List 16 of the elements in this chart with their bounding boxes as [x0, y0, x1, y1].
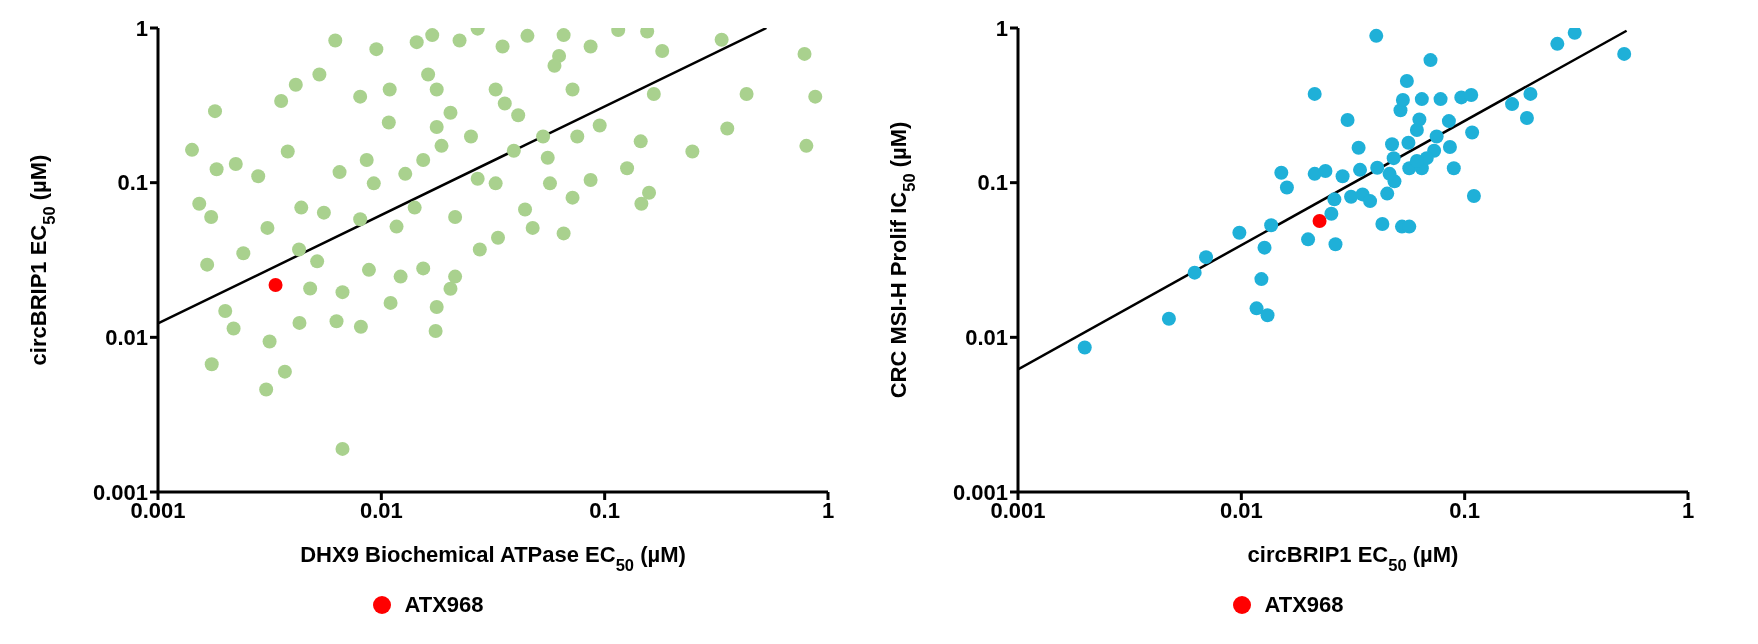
- x-tick-label: 1: [1681, 497, 1695, 523]
- x-axis-title: circBRIP1 EC$_{50}$ (µM): [1247, 542, 1459, 574]
- y-tick-label: 1: [135, 15, 148, 41]
- x-tick-label: 1: [821, 497, 835, 523]
- x-tick-label: 0.1: [589, 497, 620, 523]
- y-tick-label: 0.01: [965, 325, 1008, 351]
- x-tick-label: 0.1: [1449, 497, 1480, 523]
- y-tick-label: 0.1: [977, 170, 1008, 196]
- y-tick-label: 1: [995, 15, 1008, 41]
- y-tick-label: 0.1: [117, 170, 148, 196]
- x-tick-label: 0.01: [1219, 497, 1263, 523]
- x-tick-label: 0.01: [359, 497, 403, 523]
- legend-label: ATX968: [1264, 592, 1344, 618]
- x-axis-title: DHX9 Biochemical ATPase EC$_{50}$ (µM): [300, 542, 686, 574]
- y-tick-label: 0.01: [105, 325, 148, 351]
- legend-label: ATX968: [404, 592, 484, 618]
